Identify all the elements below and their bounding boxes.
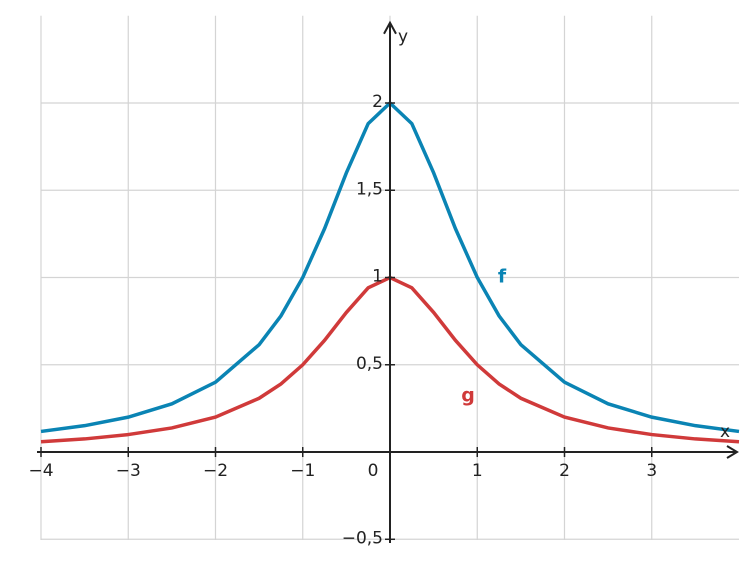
y-tick-label: 2: [372, 92, 383, 112]
x-tick-label: 2: [559, 461, 570, 481]
y-tick-label: −0,5: [342, 528, 383, 548]
x-arrow: [726, 445, 739, 459]
x-tick-label: −3: [116, 461, 141, 481]
series-label: f: [498, 266, 507, 288]
y-tick-label: 1: [372, 267, 383, 287]
x-tick-label: −2: [203, 461, 228, 481]
y-tick-label: 0,5: [356, 354, 383, 374]
series-label: g: [461, 385, 475, 407]
y-arrow: [383, 20, 397, 35]
x-axis-label: x: [720, 422, 730, 442]
y-tick-label: 1,5: [356, 179, 383, 199]
x-tick-label: 0: [368, 461, 379, 481]
x-tick-label: 1: [472, 461, 483, 481]
x-tick-label: 3: [646, 461, 657, 481]
y-axis-label: y: [398, 27, 408, 47]
x-tick-label: −4: [28, 461, 53, 481]
x-tick-label: −1: [290, 461, 315, 481]
